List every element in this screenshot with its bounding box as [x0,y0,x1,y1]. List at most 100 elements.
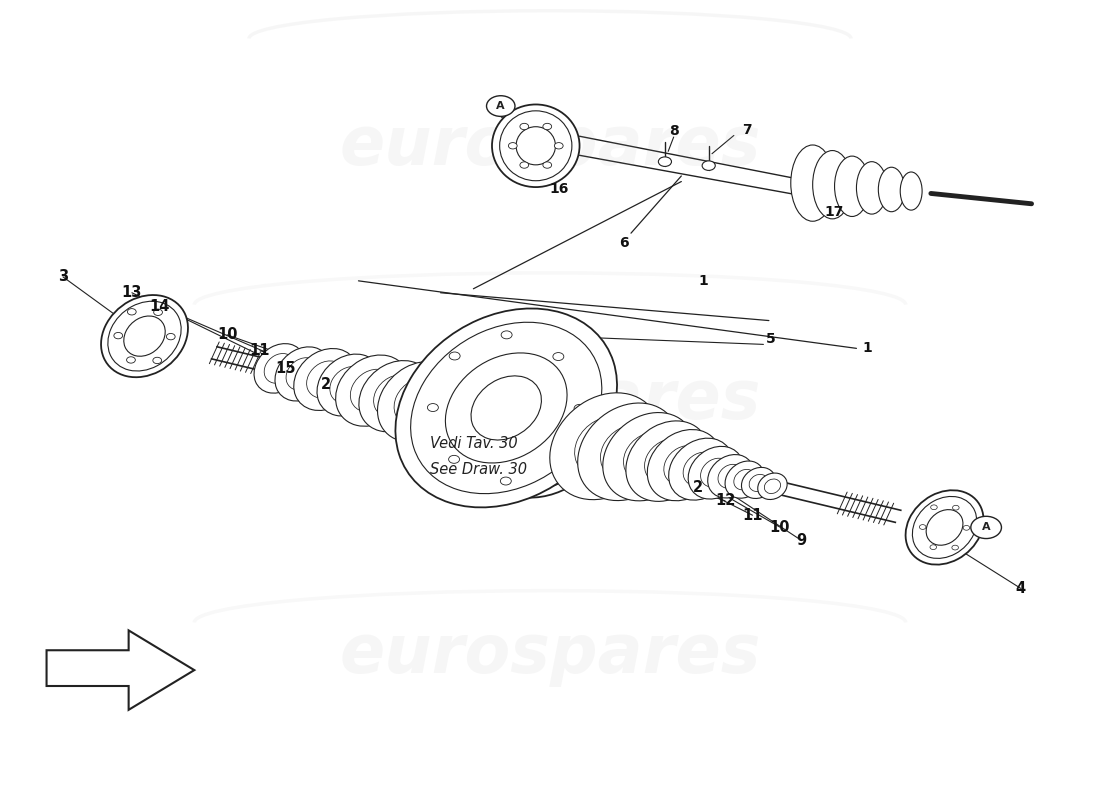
Circle shape [534,478,542,484]
Circle shape [126,357,135,363]
Ellipse shape [551,458,563,466]
Ellipse shape [702,161,715,170]
Circle shape [520,123,529,130]
Ellipse shape [426,390,440,398]
Ellipse shape [495,476,505,486]
Text: A: A [982,522,990,533]
Circle shape [547,370,569,386]
Circle shape [552,456,563,464]
Ellipse shape [410,322,602,494]
Text: 4: 4 [1015,581,1025,596]
Ellipse shape [749,474,768,491]
Text: eurospares: eurospares [339,113,761,178]
Circle shape [574,404,585,412]
Ellipse shape [525,473,536,483]
Text: 1: 1 [698,274,708,288]
Circle shape [953,506,959,510]
Text: 11: 11 [742,508,762,522]
Ellipse shape [624,433,674,481]
Ellipse shape [416,382,469,433]
Text: 13: 13 [122,286,142,300]
Ellipse shape [450,350,462,358]
Ellipse shape [645,439,690,483]
Ellipse shape [647,430,720,501]
Ellipse shape [395,309,617,507]
Circle shape [554,142,563,149]
Circle shape [562,386,571,391]
Ellipse shape [857,162,887,214]
Ellipse shape [508,330,518,339]
Ellipse shape [560,359,572,368]
Text: 6: 6 [619,236,629,250]
Ellipse shape [524,332,534,342]
Ellipse shape [573,403,587,410]
Polygon shape [46,630,195,710]
Ellipse shape [499,111,572,181]
Ellipse shape [374,375,418,418]
Text: 10: 10 [770,520,790,534]
Text: 12: 12 [715,494,735,508]
Circle shape [574,396,583,402]
Ellipse shape [108,302,182,371]
Ellipse shape [377,362,461,442]
Text: 14: 14 [150,298,169,314]
Ellipse shape [718,464,744,488]
Circle shape [128,309,136,315]
Text: Vedi Tav. 30: Vedi Tav. 30 [430,436,517,451]
Ellipse shape [254,344,305,393]
Ellipse shape [440,370,537,466]
Circle shape [564,470,573,477]
Ellipse shape [603,413,695,501]
Ellipse shape [101,295,188,378]
Circle shape [584,444,593,450]
Circle shape [516,386,525,393]
Ellipse shape [439,361,452,370]
Ellipse shape [574,417,636,476]
Circle shape [496,413,505,419]
Ellipse shape [446,353,568,463]
Ellipse shape [463,340,474,350]
Circle shape [518,472,527,478]
Circle shape [497,447,506,454]
Ellipse shape [572,388,586,395]
Ellipse shape [317,354,382,416]
Text: 8: 8 [669,125,679,138]
Ellipse shape [464,467,475,478]
Circle shape [508,142,517,149]
Ellipse shape [438,386,493,440]
Circle shape [166,334,175,340]
Ellipse shape [683,452,718,486]
Ellipse shape [419,368,512,458]
Ellipse shape [431,375,444,382]
Ellipse shape [669,438,733,500]
Text: 17: 17 [825,205,844,218]
Ellipse shape [516,126,556,165]
Ellipse shape [475,392,539,454]
Ellipse shape [537,338,548,348]
Circle shape [153,358,162,364]
Ellipse shape [394,378,443,426]
Text: eurospares: eurospares [339,622,761,687]
Ellipse shape [451,459,463,468]
Ellipse shape [701,458,730,487]
Ellipse shape [813,150,852,219]
Ellipse shape [568,434,582,441]
Ellipse shape [561,446,573,454]
Ellipse shape [124,316,165,356]
Ellipse shape [601,425,656,478]
Ellipse shape [510,476,520,486]
Circle shape [586,427,595,434]
Ellipse shape [791,145,835,222]
Ellipse shape [477,333,487,343]
Circle shape [576,459,585,466]
Ellipse shape [475,366,614,498]
Circle shape [486,96,515,116]
Ellipse shape [878,167,904,212]
Circle shape [971,516,1001,538]
Circle shape [543,123,551,130]
Text: 3: 3 [58,270,68,284]
Ellipse shape [427,421,441,428]
Ellipse shape [572,418,586,426]
Text: 15: 15 [275,361,296,376]
Circle shape [547,380,556,386]
